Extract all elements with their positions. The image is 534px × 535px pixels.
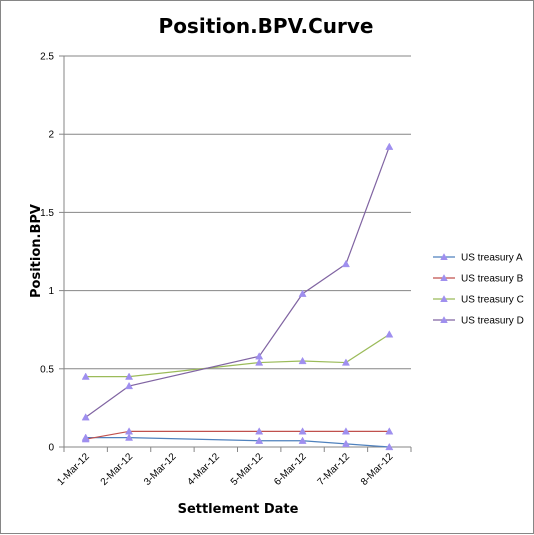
x-tick-label: 8-Mar-12 bbox=[359, 451, 396, 488]
data-point-marker bbox=[385, 330, 394, 338]
data-point-marker bbox=[341, 427, 350, 435]
data-point-marker bbox=[125, 372, 134, 380]
legend-marker bbox=[440, 316, 448, 323]
data-point-marker bbox=[341, 439, 350, 448]
legend-label: US treasury B bbox=[461, 274, 524, 285]
series-lines bbox=[85, 146, 390, 448]
series-markers bbox=[81, 142, 394, 451]
data-point-marker bbox=[385, 427, 394, 435]
x-tick-label: 5-Mar-12 bbox=[229, 451, 266, 488]
y-tick-label: 2 bbox=[48, 130, 54, 141]
y-tick-labels: 0 0.5 1 1.5 2 2.5 bbox=[40, 52, 54, 454]
data-point-marker bbox=[298, 427, 307, 435]
legend-label: US treasury D bbox=[461, 316, 524, 327]
data-point-marker bbox=[255, 436, 264, 444]
data-point-marker bbox=[255, 352, 264, 360]
legend: US treasury A US treasury B US treasury C U… bbox=[433, 253, 524, 327]
x-tick-label: 6-Mar-12 bbox=[272, 451, 309, 488]
data-point-marker bbox=[125, 427, 134, 435]
legend-marker bbox=[440, 253, 448, 260]
axes bbox=[59, 55, 412, 452]
legend-marker bbox=[440, 274, 448, 281]
chart-title: Position.BPV.Curve bbox=[159, 14, 374, 38]
x-tick-label: 4-Mar-12 bbox=[185, 451, 222, 488]
x-axis-title: Settlement Date bbox=[178, 502, 299, 517]
data-point-marker bbox=[298, 356, 307, 365]
y-tick-label: 1.5 bbox=[40, 208, 54, 219]
x-tick-label: 3-Mar-12 bbox=[142, 451, 179, 488]
y-tick-label: 1 bbox=[48, 286, 54, 297]
data-point-marker bbox=[125, 381, 134, 390]
data-point-marker bbox=[81, 435, 90, 443]
legend-label: US treasury A bbox=[461, 253, 523, 264]
x-tick-label: 2-Mar-12 bbox=[99, 451, 136, 488]
y-tick-label: 0.5 bbox=[40, 364, 54, 375]
legend-marker bbox=[440, 295, 448, 302]
series-line-d bbox=[85, 146, 390, 418]
y-tick-label: 0 bbox=[48, 443, 54, 454]
data-point-marker bbox=[385, 442, 394, 451]
series-line-b bbox=[85, 430, 390, 440]
y-axis-title: Position.BPV bbox=[29, 204, 44, 298]
y-tick-label: 2.5 bbox=[40, 52, 54, 63]
gridlines bbox=[64, 55, 411, 370]
series-line-a bbox=[85, 437, 390, 448]
data-point-marker bbox=[255, 358, 264, 366]
data-point-marker bbox=[298, 436, 307, 444]
data-point-marker bbox=[341, 259, 350, 268]
x-tick-label: 1-Mar-12 bbox=[55, 451, 92, 488]
data-point-marker bbox=[298, 289, 307, 297]
data-point-marker bbox=[81, 372, 90, 380]
data-point-marker bbox=[255, 427, 264, 435]
legend-label: US treasury C bbox=[461, 295, 524, 306]
data-point-marker bbox=[385, 142, 394, 150]
data-point-marker bbox=[81, 413, 90, 421]
x-tick-labels: 1-Mar-12 2-Mar-12 3-Mar-12 4-Mar-12 5-Mar-12… bbox=[55, 451, 395, 488]
data-point-marker bbox=[125, 433, 134, 441]
x-tick-label: 7-Mar-12 bbox=[316, 451, 353, 488]
series-line-c bbox=[85, 333, 390, 378]
data-point-marker bbox=[341, 358, 350, 366]
